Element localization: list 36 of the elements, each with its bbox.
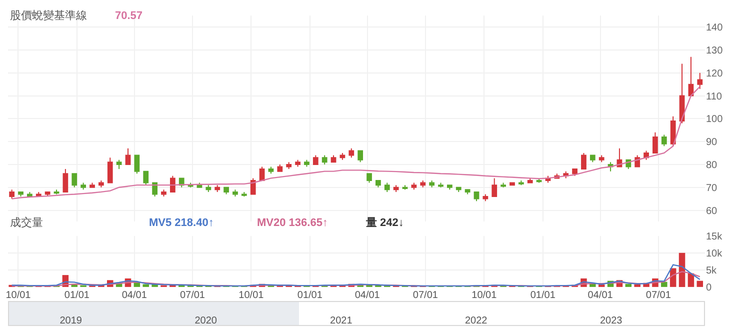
y-tick-label: 10k	[706, 248, 724, 260]
y-tick-label: 90	[706, 137, 718, 148]
x2-tick-label: 2020	[194, 315, 218, 326]
y-tick-label: 140	[706, 22, 724, 34]
x-tick-label: 01/01	[297, 290, 323, 301]
x2-tick-label: 2022	[464, 315, 488, 326]
annotation: 量 242↓	[365, 217, 404, 229]
text: 股價蛻變基準線	[10, 9, 87, 22]
x2-tick-label: 2019	[60, 315, 82, 326]
y-tick-label: 15k	[706, 231, 724, 242]
text: MV20 136.65↑	[257, 217, 328, 229]
y-tick-label: 60	[706, 206, 718, 217]
y-tick-label: 80	[706, 160, 718, 171]
x-tick-label: 10/01	[238, 290, 264, 301]
x2-tick-label: 2023	[600, 315, 623, 326]
x-tick-label: 07/01	[180, 290, 206, 301]
x-tick-label: 04/01	[122, 290, 148, 301]
x-tick-label: 07/01	[646, 290, 672, 301]
y-tick-label: 70	[706, 182, 718, 194]
x-tick-label: 07/01	[412, 290, 438, 301]
y-tick-label: 100	[706, 114, 724, 126]
y-tick-label: 110	[706, 91, 722, 102]
x-tick-label: 01/01	[530, 290, 556, 301]
x2-tick-label: 2021	[330, 315, 353, 326]
x-tick-label: 04/01	[588, 290, 614, 301]
y-tick-label: 120	[706, 68, 724, 80]
chart-title: 成交量	[10, 216, 43, 229]
y-tick-label: 130	[706, 45, 724, 56]
x-tick-label: 01/01	[64, 290, 90, 301]
x-tick-label: 10/01	[472, 290, 498, 301]
y-tick-label: 0	[706, 282, 712, 294]
y-tick-label: 5k	[706, 265, 718, 276]
x-tick-label: 04/01	[354, 290, 380, 301]
text: MV5 218.40↑	[149, 217, 214, 229]
annotation: 70.57	[115, 10, 143, 22]
x-tick-label: 10/01	[6, 290, 32, 301]
